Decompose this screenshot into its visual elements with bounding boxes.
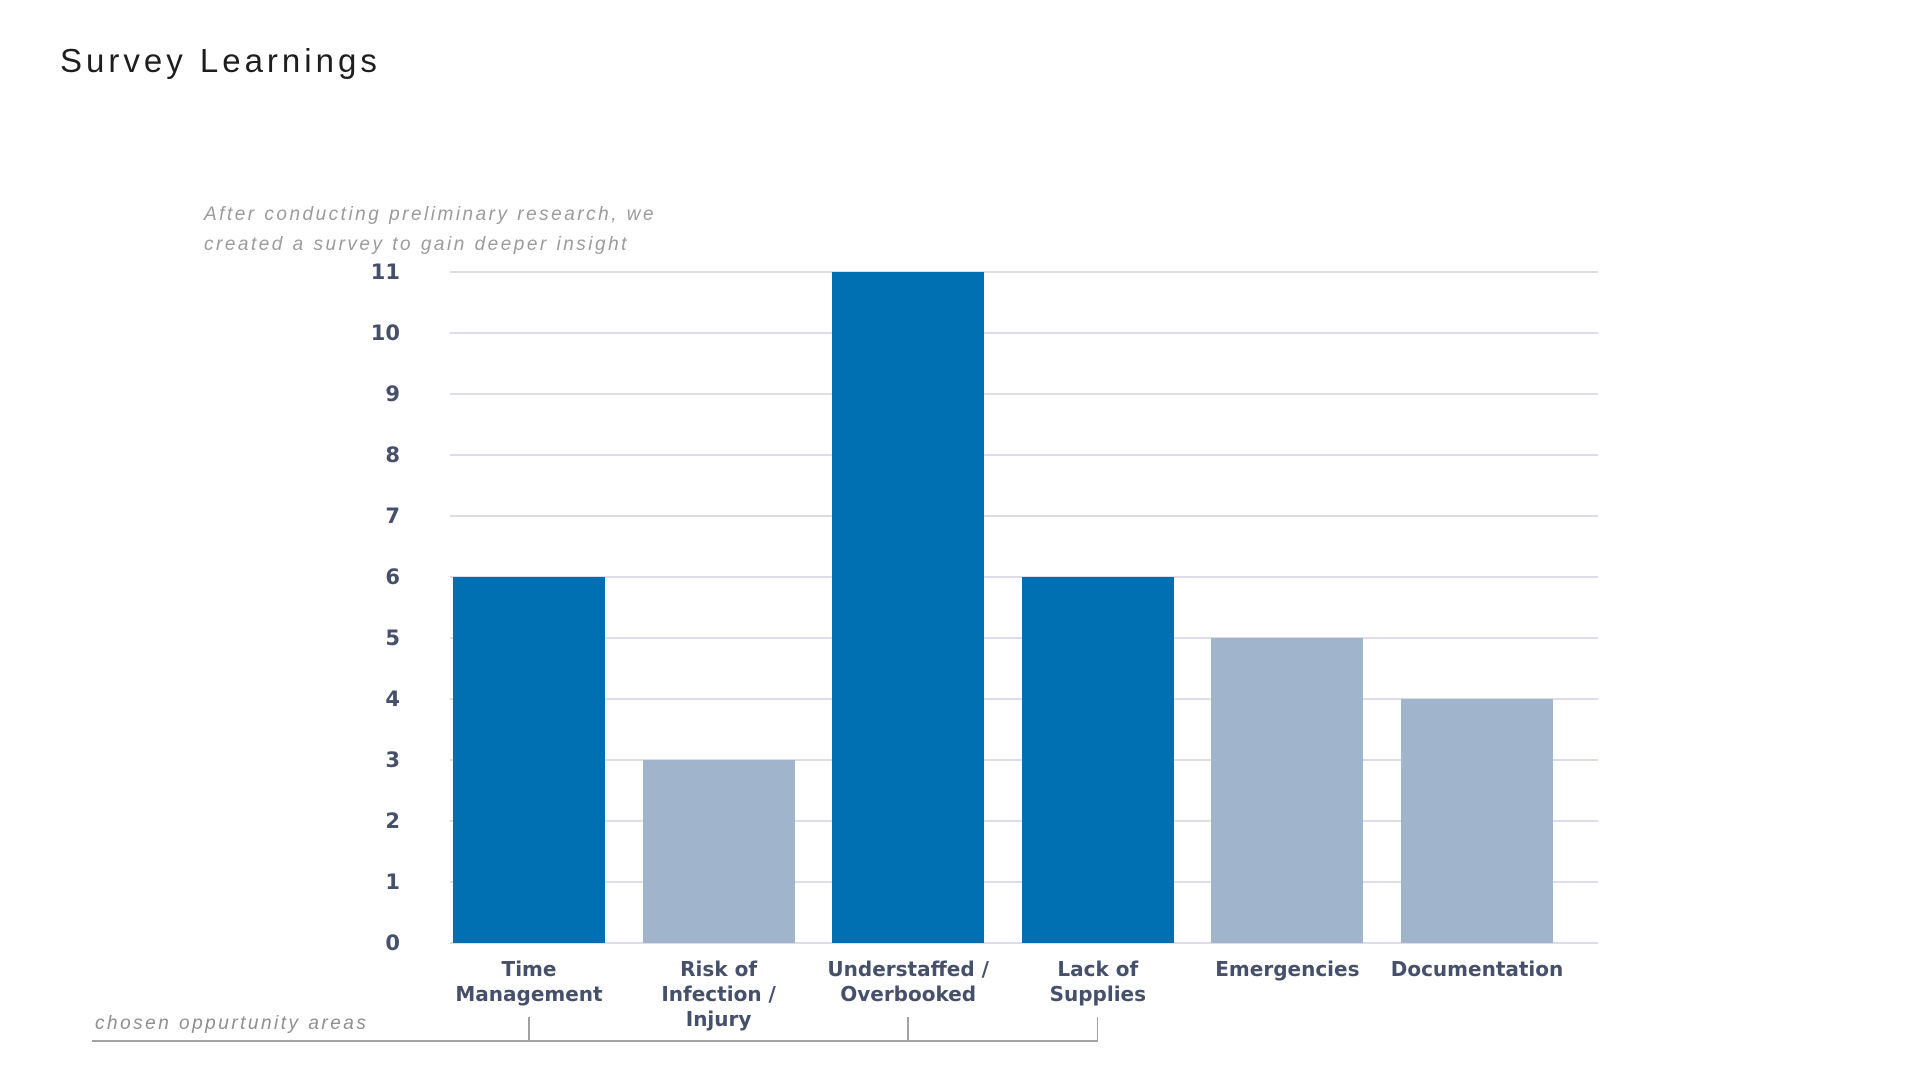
x-axis-label-lack-of-supplies: Lack of Supplies — [998, 957, 1198, 1007]
y-axis-tick-label-4: 4 — [385, 687, 400, 711]
x-axis-label-line: Risk of — [680, 957, 758, 981]
x-axis-label-line: Injury — [685, 1007, 752, 1031]
x-axis-label-risk-of-infection-injury: Risk of Infection / Injury — [619, 957, 819, 1032]
x-axis-label-line: Management — [455, 982, 603, 1006]
gridline-y-11 — [450, 271, 1598, 273]
bar-understaffed-overbooked — [832, 272, 985, 943]
chosen-areas-annotation-label: chosen oppurtunity areas — [95, 1013, 369, 1034]
bar-emergencies — [1211, 638, 1364, 943]
x-axis-label-line: Lack of — [1057, 957, 1139, 981]
bar-risk-of-infection-injury — [642, 760, 795, 943]
x-axis-label-line: Documentation — [1390, 957, 1564, 981]
bar-lack-of-supplies — [1021, 577, 1174, 943]
x-axis-label-emergencies: Emergencies — [1187, 957, 1387, 982]
chart-subtitle-line-1: After conducting preliminary research, w… — [204, 204, 657, 225]
chosen-areas-bracket-tick — [528, 1017, 530, 1041]
y-axis-tick-label-5: 5 — [385, 626, 400, 650]
page-title: Survey Learnings — [60, 42, 381, 79]
y-axis-tick-label-0: 0 — [385, 931, 400, 955]
chart-subtitle: After conducting preliminary research, w… — [204, 200, 656, 260]
y-axis-tick-label-6: 6 — [385, 565, 400, 589]
x-axis-label-documentation: Documentation — [1377, 957, 1577, 982]
chart-subtitle-line-2: created a survey to gain deeper insight — [204, 234, 629, 255]
y-axis-tick-label-10: 10 — [370, 321, 400, 345]
gridline-y-9 — [450, 393, 1598, 395]
y-axis-tick-label-7: 7 — [385, 504, 400, 528]
y-axis-tick-label-11: 11 — [370, 260, 400, 284]
x-axis-label-line: Time — [501, 957, 557, 981]
x-axis-label-line: Infection / — [661, 982, 776, 1006]
gridline-y-0 — [450, 942, 1598, 944]
y-axis-tick-label-8: 8 — [385, 443, 400, 467]
gridline-y-8 — [450, 454, 1598, 456]
bar-documentation — [1401, 699, 1553, 943]
chosen-areas-bracket-line — [92, 1040, 1098, 1042]
bar-time-management — [453, 577, 605, 943]
x-axis-label-line: Understaffed / — [827, 957, 989, 981]
y-axis-tick-label-2: 2 — [385, 809, 400, 833]
y-axis-tick-label-3: 3 — [385, 748, 400, 772]
gridline-y-10 — [450, 332, 1598, 334]
y-axis-tick-label-9: 9 — [385, 382, 400, 406]
x-axis-label-understaffed-overbooked: Understaffed / Overbooked — [808, 957, 1008, 1007]
x-axis-label-line: Supplies — [1049, 982, 1147, 1006]
x-axis-label-line: Overbooked — [840, 982, 977, 1006]
chosen-areas-bracket-tick — [907, 1017, 909, 1041]
gridline-y-7 — [450, 515, 1598, 517]
x-axis-label-line: Emergencies — [1215, 957, 1360, 981]
x-axis-label-time-management: Time Management — [429, 957, 629, 1007]
chosen-areas-bracket-tick — [1096, 1017, 1099, 1041]
y-axis-tick-label-1: 1 — [385, 870, 400, 894]
